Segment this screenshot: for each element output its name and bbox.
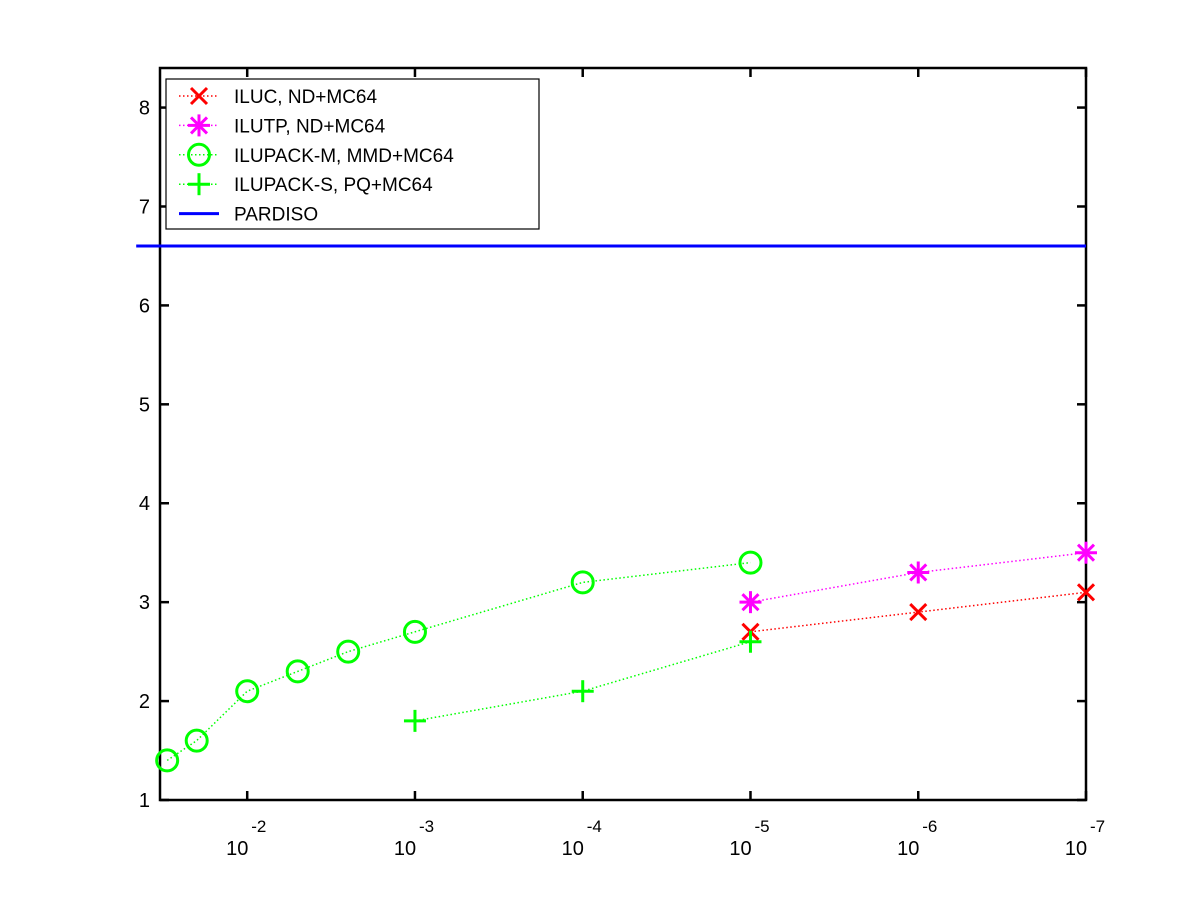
x-tick-label-exponent: -5	[754, 817, 769, 836]
data-point-ilupack-s-pq-mc64	[571, 680, 594, 703]
legend-item-ilupack-m-mmd-mc64: ILUPACK-M, MMD+MC64	[179, 142, 454, 167]
y-tick-label: 5	[139, 394, 150, 416]
series-ilupack-m-mmd-mc64	[155, 550, 763, 773]
x-tick-label-base: 10	[1065, 838, 1087, 860]
legend-label: PARDISO	[234, 205, 318, 226]
legend-item-ilutp-nd-mc64: ILUTP, ND+MC64	[179, 114, 386, 137]
data-point-ilutp-nd-mc64	[739, 591, 762, 614]
series-ilupack-s-pq-mc64	[403, 630, 762, 732]
y-tick-label: 3	[139, 592, 150, 614]
legend-item-pardiso: PARDISO	[179, 205, 318, 226]
y-tick-label: 4	[139, 493, 150, 515]
data-point-ilupack-m-mmd-mc64	[570, 570, 595, 595]
data-point-iluc-nd-mc64	[909, 602, 928, 622]
data-point-ilupack-s-pq-mc64	[403, 709, 426, 732]
legend-label: ILUC, ND+MC64	[234, 87, 377, 108]
y-tick-label: 1	[139, 790, 150, 812]
y-tick-label: 8	[139, 98, 150, 120]
x-tick-label-exponent: -4	[587, 817, 602, 836]
legend-item-ilupack-s-pq-mc64: ILUPACK-S, PQ+MC64	[179, 173, 433, 196]
x-tick-label-exponent: -6	[922, 817, 937, 836]
data-point-ilutp-nd-mc64	[1075, 541, 1097, 564]
y-tick-label: 2	[139, 691, 150, 713]
legend-label: ILUPACK-M, MMD+MC64	[234, 146, 454, 167]
data-point-ilupack-m-mmd-mc64	[336, 639, 361, 664]
data-point-ilupack-m-mmd-mc64	[402, 619, 427, 644]
x-tick-label-exponent: -7	[1090, 817, 1105, 836]
legend-marker	[188, 173, 210, 196]
x-tick-label-base: 10	[897, 838, 919, 860]
data-point-ilupack-m-mmd-mc64	[738, 550, 763, 575]
x-tick-label-base: 10	[562, 838, 584, 860]
data-point-ilupack-m-mmd-mc64	[184, 728, 209, 753]
x-tick-label-base: 10	[729, 838, 751, 860]
legend-marker	[187, 142, 211, 167]
series-line-ilupack-s-pq-mc64	[414, 640, 751, 722]
x-tick-label-base: 10	[394, 838, 416, 860]
legend-box	[165, 78, 540, 230]
legend-label: ILUPACK-S, PQ+MC64	[234, 175, 433, 196]
x-tick-label-exponent: -2	[251, 817, 266, 836]
data-point-iluc-nd-mc64	[1076, 583, 1096, 602]
legend-item-iluc-nd-mc64: ILUC, ND+MC64	[179, 86, 377, 108]
y-tick-label: 6	[139, 295, 150, 317]
data-point-ilutp-nd-mc64	[907, 561, 930, 584]
legend-marker	[188, 114, 210, 137]
legend-marker	[189, 86, 209, 106]
y-tick-label: 7	[139, 196, 150, 218]
legend-label: ILUTP, ND+MC64	[234, 116, 386, 137]
data-point-ilupack-m-mmd-mc64	[235, 679, 260, 704]
data-point-ilupack-m-mmd-mc64	[155, 748, 180, 773]
data-point-ilupack-m-mmd-mc64	[285, 659, 310, 684]
series-layer	[136, 244, 1097, 773]
x-tick-label-base: 10	[226, 838, 248, 860]
legend: ILUC, ND+MC64 ILUTP, ND+MC64 ILUPACK-M, MM…	[165, 78, 540, 230]
series-line-ilutp-nd-mc64	[750, 551, 1087, 603]
series-ilutp-nd-mc64	[739, 541, 1097, 614]
x-tick-label-exponent: -3	[419, 817, 434, 836]
data-point-ilupack-s-pq-mc64	[739, 630, 762, 653]
